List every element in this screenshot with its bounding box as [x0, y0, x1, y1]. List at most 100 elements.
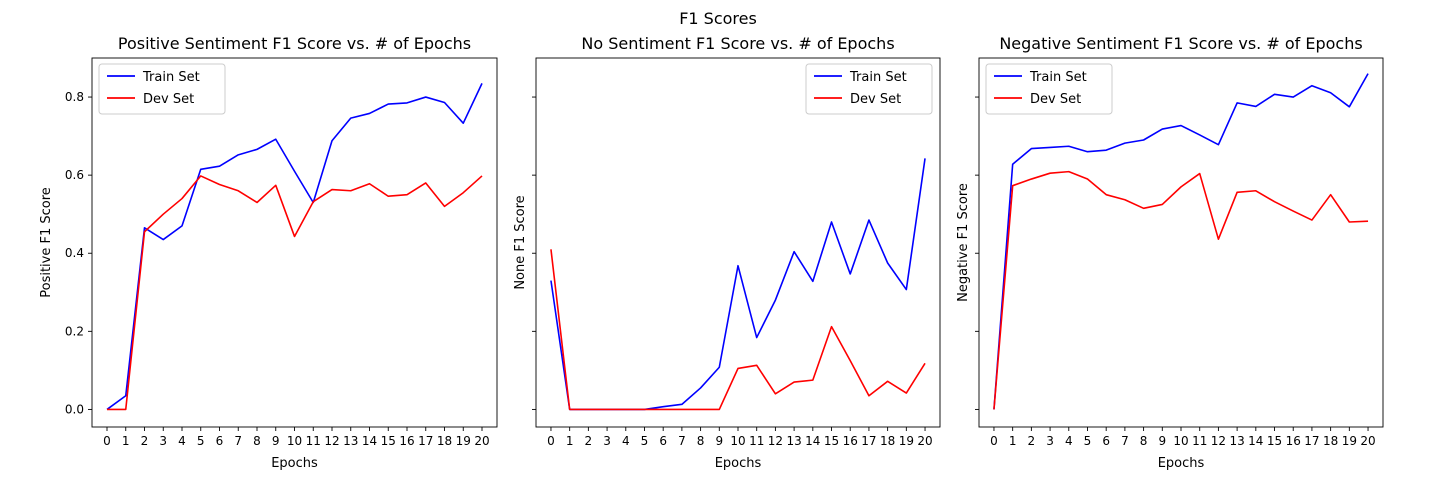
x-tick-label: 2	[1028, 434, 1036, 448]
x-tick-label: 16	[399, 434, 414, 448]
legend-label: Train Set	[142, 70, 200, 85]
x-tick-label: 17	[1304, 434, 1319, 448]
plot-area	[106, 83, 483, 411]
legend: Train Set Dev Set	[985, 63, 1113, 115]
x-tick-label: 13	[343, 434, 358, 448]
x-tick-label: 1	[566, 434, 574, 448]
y-tick-label: 0.0	[65, 402, 84, 416]
x-tick-label: 0	[990, 434, 998, 448]
x-tick-label: 7	[678, 434, 686, 448]
chart-title: Positive Sentiment F1 Score vs. # of Epo…	[118, 34, 471, 53]
x-axis-label: Epochs	[715, 456, 762, 471]
x-tick-label: 5	[197, 434, 205, 448]
x-tick-label: 1	[122, 434, 130, 448]
x-tick-label: 17	[861, 434, 876, 448]
x-tick-label: 18	[880, 434, 895, 448]
legend: Train Set Dev Set	[805, 63, 933, 115]
x-tick-label: 16	[1286, 434, 1301, 448]
x-axis-label: Epochs	[271, 456, 318, 471]
x-tick-label: 3	[159, 434, 167, 448]
legend-label: Dev Set	[143, 92, 194, 107]
x-tick-label: 9	[272, 434, 280, 448]
x-tick-label: 14	[805, 434, 820, 448]
x-tick-label: 10	[730, 434, 745, 448]
x-tick-label: 19	[899, 434, 914, 448]
x-tick-label: 15	[1267, 434, 1282, 448]
x-tick-label: 9	[715, 434, 723, 448]
y-axis-label: Negative F1 Score	[956, 183, 971, 302]
x-tick-label: 15	[824, 434, 839, 448]
x-tick-label: 0	[547, 434, 555, 448]
legend-label: Train Set	[849, 70, 907, 85]
y-tick-label: 0.4	[65, 246, 84, 260]
x-tick-label: 9	[1158, 434, 1166, 448]
x-tick-label: 16	[843, 434, 858, 448]
x-tick-label: 7	[234, 434, 242, 448]
x-tick-label: 8	[253, 434, 261, 448]
x-tick-label: 1	[1009, 434, 1017, 448]
series-line-dev-set	[993, 170, 1369, 410]
series-line-dev-set	[550, 249, 926, 411]
x-tick-label: 20	[474, 434, 489, 448]
series-line-train-set	[106, 83, 483, 411]
chart-title: Negative Sentiment F1 Score vs. # of Epo…	[999, 34, 1362, 53]
x-tick-label: 11	[1192, 434, 1207, 448]
series-line-train-set	[993, 73, 1369, 410]
x-tick-label: 5	[1084, 434, 1092, 448]
x-tick-label: 4	[178, 434, 186, 448]
x-tick-label: 14	[1248, 434, 1263, 448]
x-tick-label: 18	[437, 434, 452, 448]
x-tick-label: 12	[324, 434, 339, 448]
y-tick-label: 0.8	[65, 90, 84, 104]
plot-area	[550, 158, 926, 411]
x-tick-label: 8	[697, 434, 705, 448]
series-line-dev-set	[107, 175, 483, 411]
x-tick-label: 11	[306, 434, 321, 448]
x-tick-label: 20	[1360, 434, 1375, 448]
x-tick-label: 7	[1121, 434, 1129, 448]
x-tick-label: 13	[786, 434, 801, 448]
legend: Train Set Dev Set	[98, 63, 226, 115]
legend-label: Train Set	[1029, 70, 1087, 85]
x-tick-label: 2	[585, 434, 593, 448]
x-tick-label: 11	[749, 434, 764, 448]
chart-panel-1: Positive Sentiment F1 Score vs. # of Epo…	[39, 34, 498, 471]
chart-panel-3: Negative Sentiment F1 Score vs. # of Epo…	[956, 34, 1384, 471]
x-tick-label: 20	[917, 434, 932, 448]
y-axis-label: None F1 Score	[513, 195, 528, 289]
x-tick-label: 12	[1211, 434, 1226, 448]
legend-label: Dev Set	[850, 92, 901, 107]
x-tick-label: 8	[1140, 434, 1148, 448]
y-axis-label: Positive F1 Score	[39, 187, 54, 298]
x-tick-label: 5	[641, 434, 649, 448]
x-tick-label: 13	[1229, 434, 1244, 448]
figure-title: F1 Scores	[679, 9, 757, 28]
x-axis-label: Epochs	[1158, 456, 1205, 471]
x-tick-label: 12	[768, 434, 783, 448]
y-tick-label: 0.2	[65, 324, 84, 338]
legend-label: Dev Set	[1030, 92, 1081, 107]
x-tick-label: 2	[141, 434, 149, 448]
x-tick-label: 14	[362, 434, 377, 448]
x-tick-label: 6	[216, 434, 224, 448]
x-tick-label: 6	[659, 434, 667, 448]
chart-panels: Positive Sentiment F1 Score vs. # of Epo…	[39, 34, 1384, 471]
x-tick-label: 17	[418, 434, 433, 448]
plot-area	[993, 73, 1369, 410]
x-tick-label: 3	[1046, 434, 1054, 448]
x-tick-label: 4	[1065, 434, 1073, 448]
x-tick-label: 10	[287, 434, 302, 448]
x-tick-label: 4	[622, 434, 630, 448]
x-tick-label: 15	[381, 434, 396, 448]
y-tick-label: 0.6	[65, 168, 84, 182]
x-tick-label: 10	[1173, 434, 1188, 448]
x-tick-label: 0	[103, 434, 111, 448]
x-tick-label: 6	[1102, 434, 1110, 448]
x-tick-label: 18	[1323, 434, 1338, 448]
chart-title: No Sentiment F1 Score vs. # of Epochs	[581, 34, 894, 53]
x-tick-label: 19	[1342, 434, 1357, 448]
x-tick-label: 19	[456, 434, 471, 448]
